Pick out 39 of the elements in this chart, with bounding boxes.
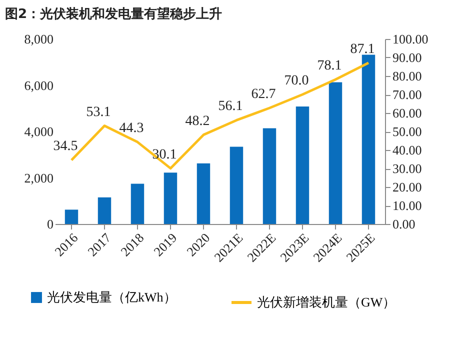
data-label: 78.1 xyxy=(317,58,342,74)
legend-label: 光伏发电量（亿kWh） xyxy=(47,290,176,304)
y2-tick-label: 10.00 xyxy=(392,198,422,213)
y2-tick-label: 0.00 xyxy=(392,216,416,232)
y2-tick-label: 100.00 xyxy=(392,32,428,46)
data-label: 48.2 xyxy=(185,114,210,129)
data-label: 34.5 xyxy=(53,139,78,154)
bar xyxy=(296,106,310,224)
data-label: 56.1 xyxy=(218,99,243,114)
bar xyxy=(230,146,244,224)
y2-tick-label: 60.00 xyxy=(392,106,422,120)
data-label: 44.3 xyxy=(119,121,144,136)
bar xyxy=(130,184,144,224)
y-tick-label: 0 xyxy=(47,216,54,232)
bar xyxy=(98,197,112,224)
data-label: 62.7 xyxy=(251,87,276,102)
y2-tick-label: 80.00 xyxy=(392,68,422,84)
data-label: 30.1 xyxy=(152,147,177,162)
data-label: 53.1 xyxy=(86,104,111,120)
chart-title: 图2：光伏装机和发电量有望稳步上升 xyxy=(5,6,222,22)
y2-tick-label: 70.00 xyxy=(392,87,422,102)
data-label: 70.0 xyxy=(284,74,309,88)
y2-tick-label: 30.00 xyxy=(392,161,422,176)
bar xyxy=(196,163,210,224)
y2-tick-label: 40.00 xyxy=(392,142,422,158)
bar xyxy=(362,54,376,224)
y-tick-label: 2,000 xyxy=(24,170,54,186)
bar xyxy=(328,82,342,224)
y2-tick-label: 20.00 xyxy=(392,180,422,194)
y-tick-label: 8,000 xyxy=(24,32,54,46)
bar xyxy=(262,128,276,224)
y-tick-label: 6,000 xyxy=(24,78,54,93)
legend-label: 光伏新增装机量（GW） xyxy=(257,294,396,310)
bar xyxy=(164,172,178,224)
y2-tick-label: 50.00 xyxy=(392,124,422,139)
y2-tick-label: 90.00 xyxy=(392,50,422,65)
y-tick-label: 4,000 xyxy=(24,124,54,139)
data-label: 87.1 xyxy=(350,42,375,57)
bar xyxy=(64,210,78,224)
